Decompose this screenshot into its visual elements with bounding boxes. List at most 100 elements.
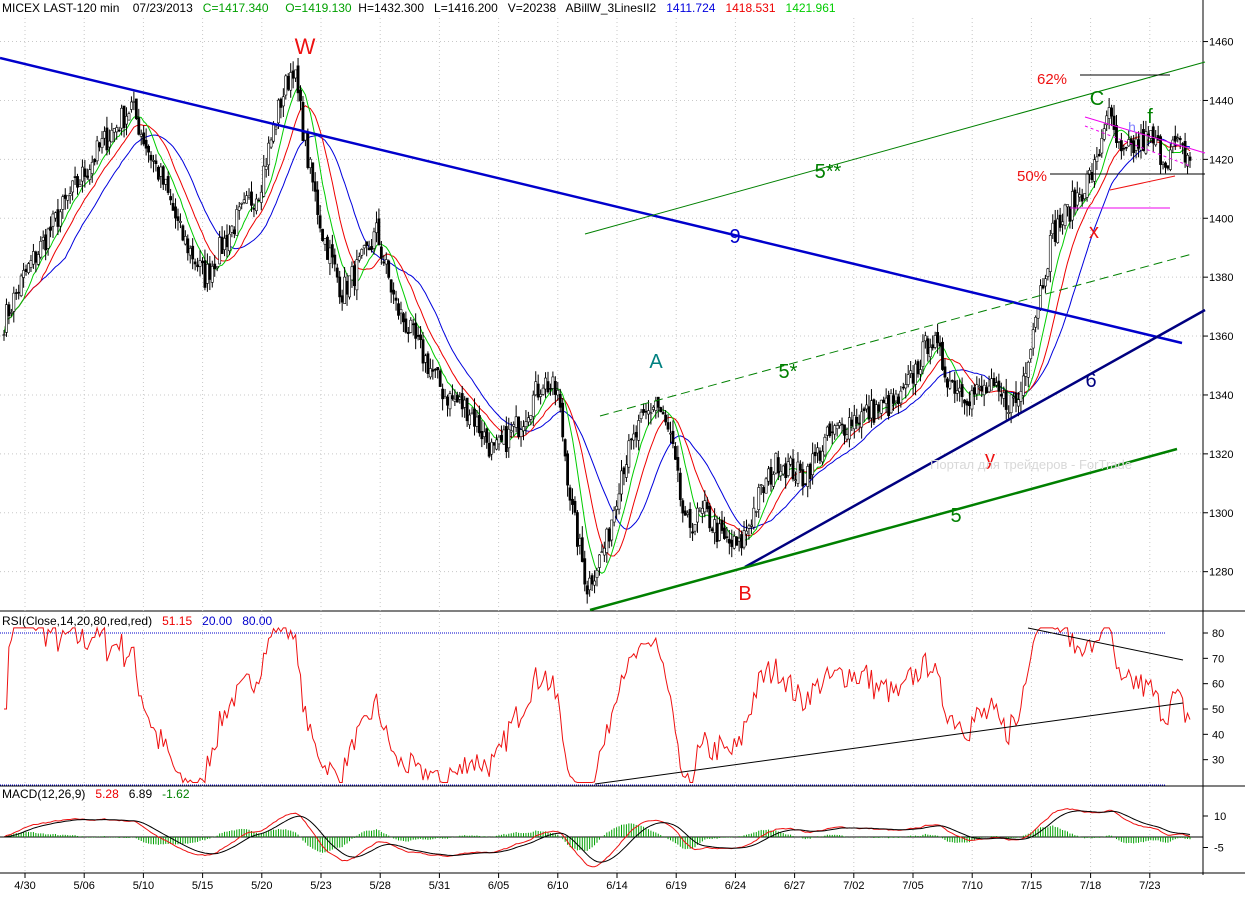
candle-body (705, 502, 709, 510)
price-tick-label: 1320 (1209, 449, 1233, 461)
candle-body (438, 370, 442, 387)
candle-body (272, 124, 275, 142)
candle-body (752, 507, 756, 528)
wave-label-a: A (649, 351, 663, 373)
candle-body (76, 176, 79, 188)
candle-body (647, 410, 650, 415)
candle-body (808, 463, 812, 480)
candle-body (39, 241, 43, 258)
candle-body (311, 162, 315, 183)
candle-body (414, 322, 418, 339)
candle-body (225, 234, 229, 248)
wave-label-w: W (295, 34, 316, 59)
candle-body (318, 215, 322, 229)
candle-body (284, 75, 288, 96)
candle-body (63, 194, 67, 199)
candle-body (299, 89, 302, 102)
candle-body (473, 408, 476, 427)
line-label-5: 5 (950, 505, 961, 527)
candle-body (1039, 285, 1042, 311)
candle-body (833, 425, 837, 435)
candle-body (100, 138, 104, 148)
candle-body (791, 458, 795, 480)
candle-body (723, 527, 726, 539)
ind-green-value: 1421.961 (785, 1, 836, 15)
candle-body (1070, 191, 1074, 221)
candle-body (458, 396, 462, 400)
rsi-name-label: RSI(Close,14,20,80,red,red) (2, 614, 153, 628)
candle-body (598, 554, 601, 568)
candle-body (296, 65, 300, 94)
candle-body (539, 394, 543, 397)
candle-body (825, 426, 829, 436)
candle-body (982, 384, 986, 396)
candle-body (605, 528, 609, 553)
candle-body (58, 211, 62, 227)
candle-body (904, 384, 908, 389)
candle-body (181, 225, 185, 241)
candle-body (470, 412, 474, 415)
candle-body (29, 260, 33, 268)
candle-body (240, 202, 244, 205)
price-tick-label: 1400 (1209, 213, 1233, 225)
candle-body (402, 313, 405, 323)
candle-body (534, 381, 538, 396)
candle-body (1026, 361, 1030, 378)
candle-body (549, 388, 552, 390)
candle-body (985, 387, 989, 394)
candle-body (463, 399, 467, 408)
candle-body (566, 453, 569, 486)
price-tick-label: 1420 (1209, 154, 1233, 166)
candle-body (134, 98, 138, 120)
candle-body (720, 519, 724, 531)
candle-body (821, 450, 824, 463)
candle-body (909, 370, 913, 374)
candle-body (291, 70, 295, 79)
candle-body (526, 417, 530, 423)
candle-body (781, 465, 785, 475)
candle-body (1166, 165, 1170, 169)
candle-body (923, 335, 927, 342)
candle-body (468, 414, 471, 426)
candle-body (340, 295, 344, 303)
candle-body (196, 264, 199, 268)
candle-body (1117, 140, 1121, 143)
macd-value: 5.28 (95, 787, 119, 801)
triangle-top-line (1084, 116, 1206, 154)
candle-body (906, 374, 910, 385)
candle-body (700, 507, 704, 514)
candle-body (328, 247, 332, 264)
candle-body (1056, 218, 1060, 243)
macd-signal-value: 6.89 (128, 787, 153, 801)
candle-body (1012, 396, 1015, 399)
candle-body (860, 411, 864, 428)
low-label: L=1416.200 (434, 1, 498, 15)
candle-body (992, 377, 996, 387)
candle-body (49, 226, 52, 231)
candle-body (897, 396, 900, 405)
candle-body (1031, 329, 1035, 349)
candle-body (5, 304, 8, 333)
candle-body (656, 396, 660, 408)
candle-body (122, 105, 126, 129)
candle-body (304, 132, 307, 141)
candle-body (213, 263, 217, 269)
candle-body (769, 467, 773, 485)
candle-body (19, 275, 23, 297)
candle-body (159, 166, 163, 177)
date-tick-label: 6/24 (725, 880, 746, 892)
candle-body (416, 335, 420, 337)
candle-body (289, 72, 293, 91)
candle-body (553, 381, 557, 395)
candle-body (948, 380, 952, 389)
candle-body (995, 382, 998, 386)
candle-body (436, 367, 440, 371)
candle-body (975, 384, 979, 395)
candle-body (269, 139, 273, 148)
wave-label-b: B (738, 583, 751, 605)
candle-body (933, 335, 937, 348)
candle-body (259, 191, 263, 203)
candle-body (941, 341, 944, 370)
candle-body (24, 268, 28, 272)
watermark-text: Портал для трейдеров - ForTrade (930, 457, 1132, 472)
